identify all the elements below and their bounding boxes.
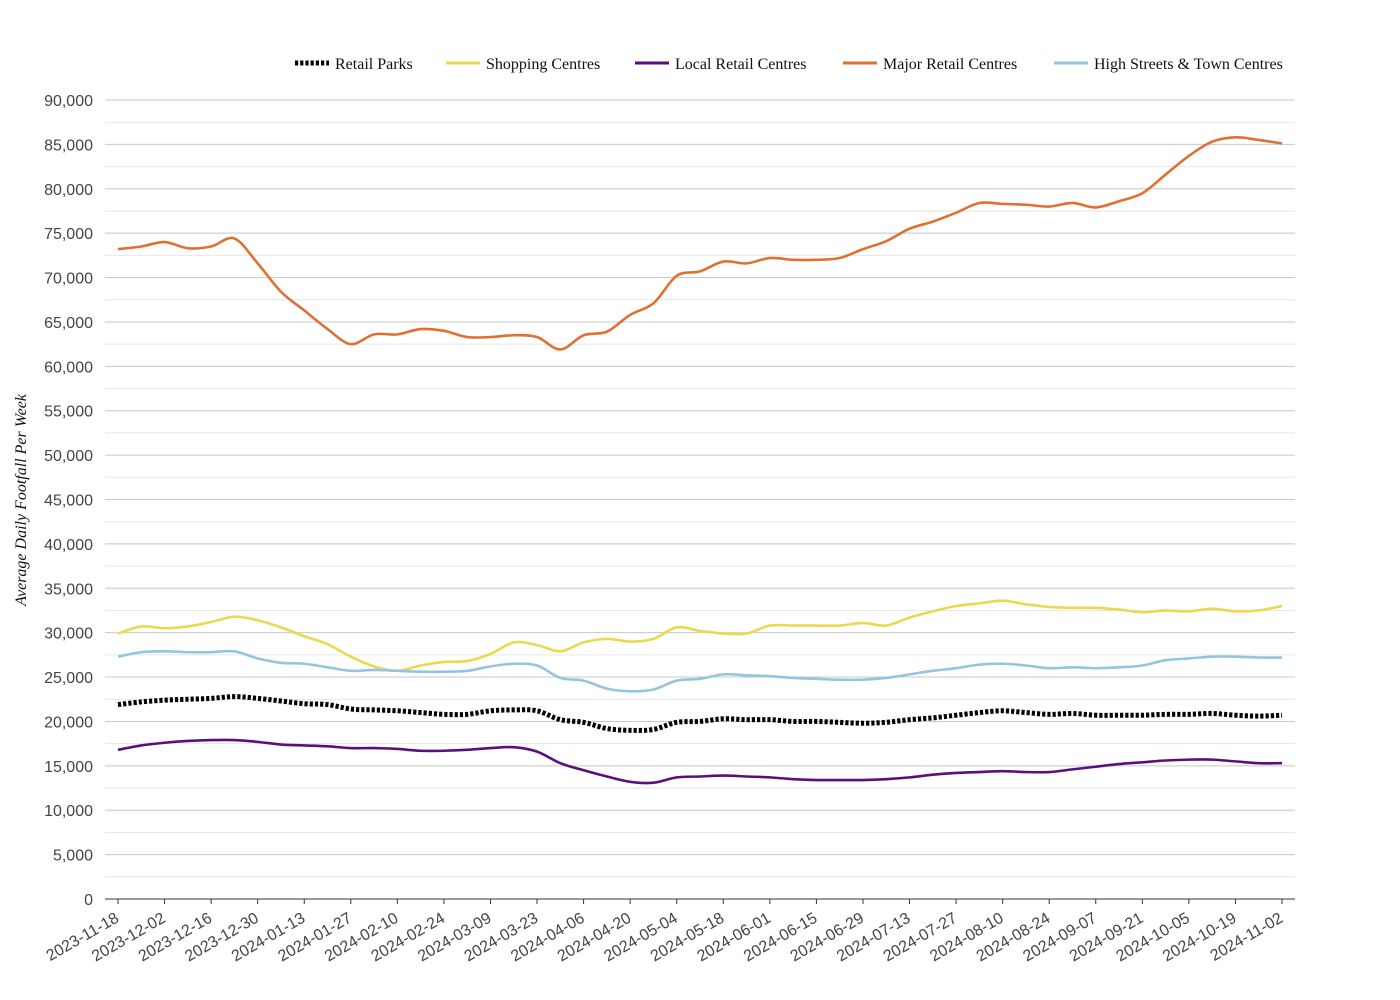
y-tick-label: 85,000 (44, 137, 93, 154)
y-tick-label: 65,000 (44, 315, 93, 332)
y-tick-label: 5,000 (53, 848, 93, 865)
y-tick-label: 10,000 (44, 803, 93, 820)
y-tick-label: 40,000 (44, 537, 93, 554)
y-tick-label: 55,000 (44, 404, 93, 421)
x-axis-ticks: 2023-11-182023-12-022023-12-162023-12-30… (44, 899, 1286, 965)
legend-label-high-streets-town-centres: High Streets & Town Centres (1094, 56, 1283, 73)
y-tick-label: 90,000 (44, 93, 93, 110)
y-tick-label: 25,000 (44, 670, 93, 687)
y-tick-label: 0 (84, 892, 93, 909)
series-line-high-streets-town-centres (117, 649, 1283, 693)
y-axis-ticks: 0 5,000 10,000 15,000 20,000 25,000 30,000 35,0… (44, 93, 93, 909)
y-axis-title: Average Daily Footfall Per Week (13, 393, 30, 607)
series-line-major-retail-centres (117, 135, 1283, 351)
legend-label-shopping-centres: Shopping Centres (486, 56, 600, 73)
legend-label-retail-parks: Retail Parks (335, 56, 413, 73)
y-tick-label: 20,000 (44, 714, 93, 731)
y-tick-label: 45,000 (44, 493, 93, 510)
legend: Retail Parks Shopping Centres Local Retail… (295, 56, 1283, 73)
y-tick-label: 75,000 (44, 226, 93, 243)
y-tick-label: 50,000 (44, 448, 93, 465)
y-tick-label: 60,000 (44, 359, 93, 376)
series-line-shopping-centres (117, 599, 1283, 673)
legend-label-local-retail-centres: Local Retail Centres (675, 56, 807, 73)
series-line-retail-parks (117, 694, 1283, 733)
gridlines (105, 99, 1295, 878)
legend-label-major-retail-centres: Major Retail Centres (883, 56, 1017, 73)
y-tick-label: 15,000 (44, 759, 93, 776)
y-tick-label: 30,000 (44, 626, 93, 643)
series-line-local-retail-centres (117, 738, 1283, 785)
series-lines (117, 135, 1283, 785)
y-tick-label: 35,000 (44, 581, 93, 598)
y-tick-label: 70,000 (44, 271, 93, 288)
y-tick-label: 80,000 (44, 182, 93, 199)
